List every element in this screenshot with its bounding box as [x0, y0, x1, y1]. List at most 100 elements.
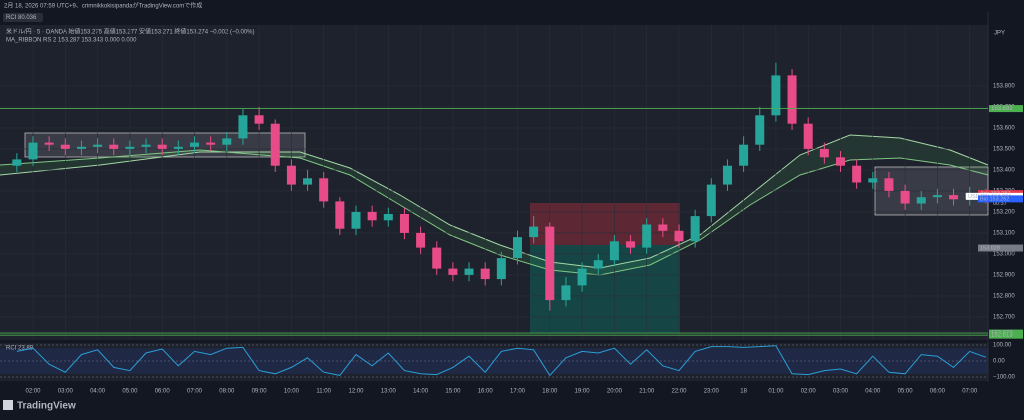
candle-body — [173, 146, 183, 149]
rci-tick-label: −100.00 — [993, 375, 1016, 381]
x-tick-label: 20:00 — [607, 389, 623, 395]
y-tick-label: 153.600 — [993, 125, 1015, 131]
x-tick-label: 02:00 — [801, 389, 817, 395]
candle-body — [351, 211, 361, 229]
candle-body — [222, 138, 232, 145]
x-tick-label: 18 — [740, 389, 747, 395]
x-tick-label: 06:00 — [155, 389, 171, 395]
x-tick-label: 03:00 — [58, 389, 74, 395]
main-pane — [0, 25, 988, 340]
y-tick-label: 153.100 — [993, 230, 1015, 236]
x-tick-label: 06:00 — [930, 389, 946, 395]
price-tag — [978, 244, 1023, 252]
caption: 2月 18, 2026 07:59 UTC+9、crimnikkokisipan… — [4, 2, 202, 10]
currency: JPY — [994, 31, 1005, 37]
candle-body — [335, 201, 345, 229]
ma-fast — [0, 134, 989, 269]
candle-body — [658, 224, 668, 231]
x-tick-label: 04:00 — [90, 389, 106, 395]
candle-body — [545, 226, 555, 301]
candle-body — [787, 75, 797, 124]
y-tick-label: 153.400 — [993, 167, 1015, 173]
x-tick-label: 14:00 — [413, 389, 429, 395]
candle-body — [206, 142, 216, 145]
candle-body — [76, 146, 86, 149]
logo-icon — [3, 400, 13, 410]
x-tick-label: 03:00 — [833, 389, 849, 395]
candle-body — [674, 230, 684, 242]
price-tag-label: Bid 153.262 — [980, 196, 1009, 202]
x-tick-label: 19:00 — [575, 389, 591, 395]
x-tick-label: 12:00 — [348, 389, 364, 395]
y-tick-label: 152.900 — [993, 272, 1015, 278]
candle-body — [868, 178, 878, 183]
stop-zone — [530, 203, 680, 245]
x-tick-label: 07:00 — [187, 389, 203, 395]
candle-body — [593, 260, 603, 269]
candle-body — [383, 214, 393, 221]
candle-body — [755, 115, 765, 145]
badge-bg — [3, 13, 43, 22]
x-tick-label: 07:00 — [962, 389, 978, 395]
x-tick-label: 05:00 — [898, 389, 914, 395]
candle-body — [254, 115, 264, 124]
badge: RCI 80.036 — [6, 15, 37, 21]
candle-body — [399, 214, 409, 233]
candle-body — [44, 142, 54, 145]
y-tick-label: 153.800 — [993, 83, 1015, 89]
rci-tick-label: 0.00 — [993, 359, 1005, 365]
rci-line — [16, 345, 986, 377]
candle-body — [12, 159, 22, 166]
level-label: 152.613 — [991, 333, 1013, 339]
x-tick-label: 02:00 — [25, 389, 41, 395]
x-tick-label: 09:00 — [252, 389, 268, 395]
data-layer: 152.700 152.800 152.900 153.000 153.100 153.2… — [0, 25, 1023, 395]
candle-body — [706, 184, 716, 217]
rci-tick-label: 100.00 — [993, 343, 1012, 349]
candle-body — [238, 115, 248, 139]
candle-body — [109, 144, 119, 149]
candle-body — [561, 285, 571, 301]
candle-body — [513, 237, 522, 259]
candle-body — [642, 224, 652, 248]
ma-slow — [0, 149, 989, 276]
x-tick-label: 01:00 — [768, 389, 784, 395]
candle-body — [932, 195, 942, 198]
candle-body — [900, 190, 910, 204]
x-tick-label: 17:00 — [510, 389, 526, 395]
candle-body — [609, 241, 619, 261]
x-tick-label: 13:00 — [381, 389, 397, 395]
candle-body — [303, 178, 313, 185]
y-tick-label: 153.500 — [993, 146, 1015, 152]
countdown: 00:37 — [993, 201, 1007, 207]
x-tick-label: 16:00 — [478, 389, 494, 395]
y-tick-label: 153.000 — [993, 251, 1015, 257]
x-tick-label: 22:00 — [671, 389, 687, 395]
rci-title: RCI 23.89 — [6, 346, 34, 352]
candle-body — [690, 216, 700, 242]
candle-body — [803, 123, 813, 149]
candle-body — [270, 123, 280, 166]
candle-body — [884, 178, 894, 191]
rci-pane — [0, 343, 988, 381]
candle-body — [496, 258, 506, 280]
candle-body — [416, 232, 426, 248]
candle-body — [432, 247, 442, 269]
level-label: 153.692 — [991, 106, 1013, 112]
x-tick-label: 23:00 — [704, 389, 720, 395]
candle-body — [626, 241, 636, 248]
candle-body — [93, 144, 103, 147]
price-tag — [978, 195, 1023, 203]
candle-body — [819, 148, 829, 158]
x-tick-label: 08:00 — [219, 389, 235, 395]
candle-body — [836, 157, 845, 166]
candle-body — [125, 146, 135, 149]
x-tick-label: 18:00 — [542, 389, 558, 395]
x-tick-label: 05:00 — [122, 389, 138, 395]
candle-body — [464, 268, 474, 275]
candle-body — [852, 165, 862, 183]
candle-body — [448, 268, 458, 275]
candle-body — [529, 226, 539, 238]
candle-body — [771, 75, 781, 116]
